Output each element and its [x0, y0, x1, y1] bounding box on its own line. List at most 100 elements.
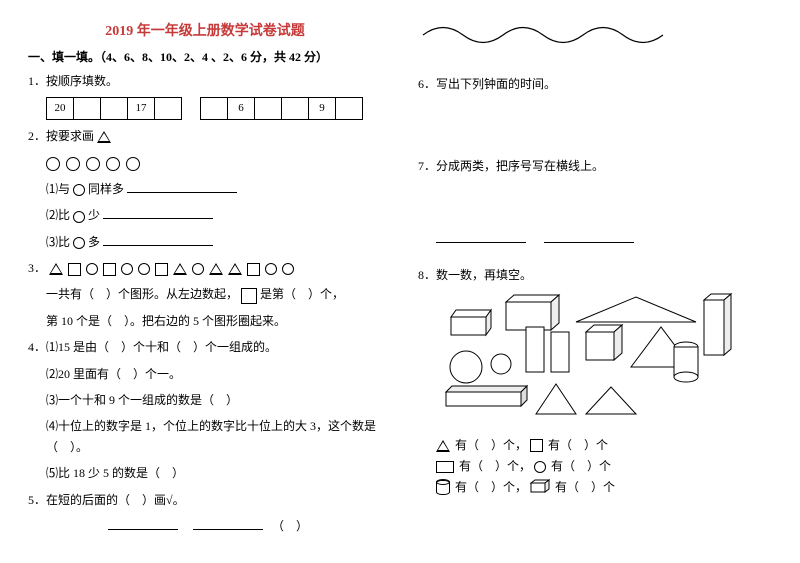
triangle-icon [209, 263, 223, 275]
text: 有（ ）个， [459, 459, 531, 473]
blank-line [436, 230, 526, 243]
text: 少 [88, 208, 100, 222]
text: 有（ ）个 [555, 480, 615, 494]
q6-space [418, 100, 772, 150]
q1-tables: 20 17 6 9 [28, 97, 382, 120]
circle-icon [73, 237, 85, 249]
q7-label: 7．分成两类，把序号写在横线上。 [418, 156, 772, 176]
exam-title: 2019 年一年级上册数学试卷试题 [28, 20, 382, 40]
cell [101, 98, 128, 120]
q4-sub1: 4．⑴15 是由（ ）个十和（ ）个一组成的。 [28, 337, 382, 357]
cell [155, 98, 182, 120]
square-icon [103, 263, 116, 276]
text: （ ） [272, 519, 308, 533]
cell [282, 98, 309, 120]
q8-label: 8．数一数，再填空。 [418, 265, 772, 285]
q3-text2: 第 10 个是（ ）。把右边的 5 个图形圈起来。 [28, 311, 382, 331]
q2-sub3: ⑶比 多 [28, 232, 382, 252]
q3: 3． [28, 258, 382, 278]
circle-icon [138, 263, 150, 275]
q5-label: 5．在短的后面的（ ）画√。 [28, 490, 382, 510]
count-row: 有（ ）个， 有（ ）个 [436, 457, 772, 474]
q3-text1: 一共有（ ）个图形。从左边数起， 是第（ ）个， [28, 284, 382, 304]
q2-text: 2．按要求画 [28, 129, 94, 143]
text: ⑵比 [46, 208, 70, 222]
text: ⑴与 [46, 182, 70, 196]
q7-blanks [418, 229, 772, 249]
text: 有（ ）个 [551, 459, 611, 473]
cell [336, 98, 363, 120]
shape-sequence [49, 261, 296, 275]
text: 有（ ）个， [455, 438, 527, 452]
dash-line [193, 519, 263, 530]
cell: 20 [47, 98, 74, 120]
triangle-icon [173, 263, 187, 275]
circle-icon [106, 157, 120, 171]
circle-icon [121, 263, 133, 275]
q2-sub1: ⑴与 同样多 [28, 179, 382, 199]
rectangle-icon [436, 461, 454, 473]
cell [201, 98, 228, 120]
circle-icon [86, 157, 100, 171]
q4-sub2: ⑵20 里面有（ ）个一。 [28, 364, 382, 384]
left-column: 2019 年一年级上册数学试卷试题 一、填一填。（4、6、8、10、2、4 、2… [28, 20, 382, 543]
text: 有（ ）个 [548, 438, 608, 452]
seq-table-b: 6 9 [200, 97, 363, 120]
section-heading: 一、填一填。（4、6、8、10、2、4 、2、6 分，共 42 分） [28, 48, 382, 65]
dash-line [108, 519, 178, 530]
circle-icon [534, 461, 546, 473]
text: 同样多 [88, 182, 124, 196]
wave-icon [418, 20, 678, 50]
blank-line [103, 233, 213, 246]
cell [74, 98, 101, 120]
count-row: 有（ ）个， 有（ ）个 [436, 436, 772, 453]
square-icon [68, 263, 81, 276]
cell: 6 [228, 98, 255, 120]
q2-sub2: ⑵比 少 [28, 205, 382, 225]
blank-line [103, 206, 213, 219]
wavy-line [418, 20, 772, 54]
q7-space [418, 183, 772, 223]
triangle-icon [97, 131, 111, 143]
circle-icon [66, 157, 80, 171]
text: 多 [88, 235, 100, 249]
q1-label: 1．按顺序填数。 [28, 71, 382, 91]
text: ⑶比 [46, 235, 70, 249]
circle-icon [126, 157, 140, 171]
cell: 17 [128, 98, 155, 120]
square-icon [241, 288, 257, 304]
triangle-icon [49, 263, 63, 275]
circle-icon [265, 263, 277, 275]
q8-counts: 有（ ）个， 有（ ）个 有（ ）个， 有（ ）个 有（ ）个， 有（ ）个 [418, 436, 772, 497]
right-column: 6．写出下列钟面的时间。 7．分成两类，把序号写在横线上。 8．数一数，再填空。 [418, 20, 772, 543]
q4-sub4: ⑷十位上的数字是 1，个位上的数字比十位上的大 3，这个数是（ ）。 [28, 416, 382, 457]
circle-icon [192, 263, 204, 275]
q4-sub5: ⑸比 18 少 5 的数是（ ） [28, 463, 382, 483]
text: 是第（ ）个， [260, 287, 344, 301]
square-icon [247, 263, 260, 276]
text: 一共有（ ）个图形。从左边数起， [46, 287, 238, 301]
cell [255, 98, 282, 120]
blank-line [544, 230, 634, 243]
shapes-collage-icon [436, 292, 736, 422]
triangle-icon [436, 440, 450, 452]
q2-circles [28, 152, 382, 172]
cell: 9 [309, 98, 336, 120]
circle-icon [73, 184, 85, 196]
q5-dashes: （ ） [28, 516, 382, 536]
q2-label: 2．按要求画 [28, 126, 382, 146]
count-row: 有（ ）个， 有（ ）个 [436, 478, 772, 497]
q6-label: 6．写出下列钟面的时间。 [418, 74, 772, 94]
square-icon [530, 439, 543, 452]
cuboid-icon [530, 479, 550, 497]
seq-table-a: 20 17 [46, 97, 182, 120]
cylinder-icon [436, 480, 450, 495]
q8-shapes-figure [436, 292, 772, 426]
square-icon [155, 263, 168, 276]
triangle-icon [228, 263, 242, 275]
blank-line [127, 180, 237, 193]
circle-icon [73, 211, 85, 223]
circle-icon [282, 263, 294, 275]
q4-sub3: ⑶一个十和 9 个一组成的数是（ ） [28, 390, 382, 410]
circle-icon [46, 157, 60, 171]
